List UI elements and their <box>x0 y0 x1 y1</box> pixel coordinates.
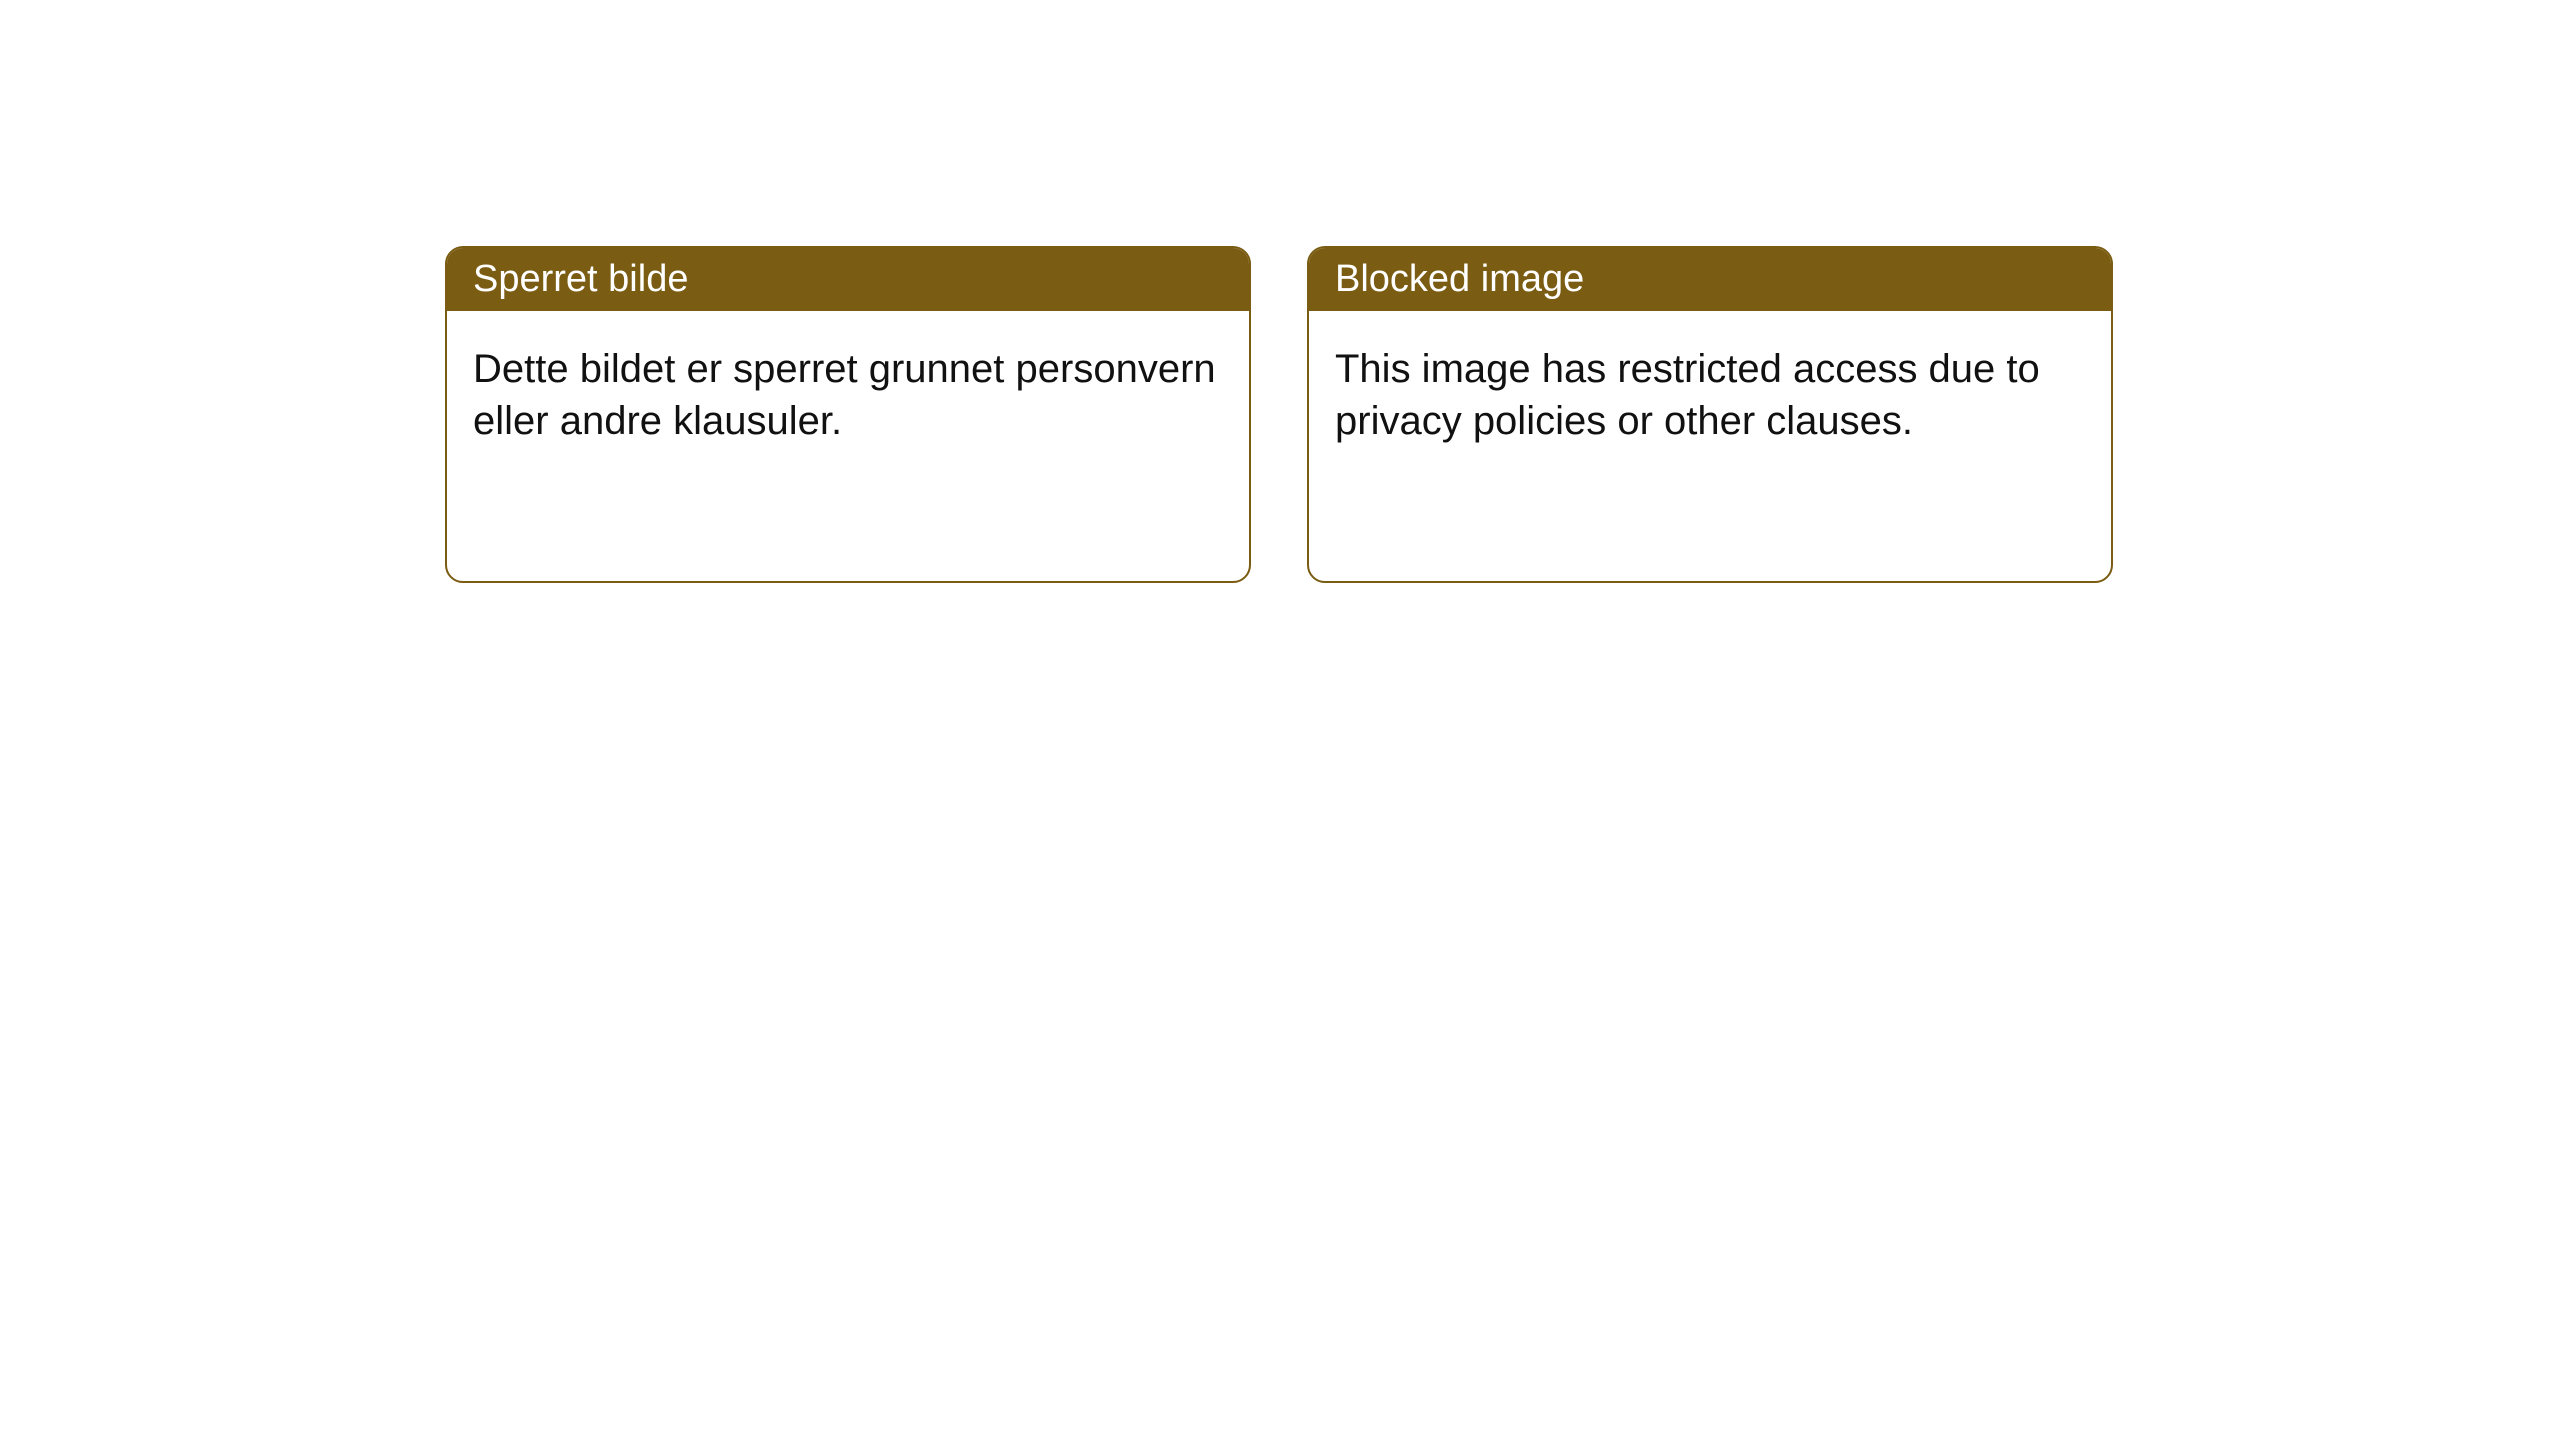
notice-card-norwegian: Sperret bilde Dette bildet er sperret gr… <box>445 246 1251 583</box>
notice-body-norwegian: Dette bildet er sperret grunnet personve… <box>447 311 1249 581</box>
notice-card-english: Blocked image This image has restricted … <box>1307 246 2113 583</box>
notice-body-english: This image has restricted access due to … <box>1309 311 2111 581</box>
notice-title-norwegian: Sperret bilde <box>447 248 1249 311</box>
notice-container: Sperret bilde Dette bildet er sperret gr… <box>0 0 2560 583</box>
notice-title-english: Blocked image <box>1309 248 2111 311</box>
